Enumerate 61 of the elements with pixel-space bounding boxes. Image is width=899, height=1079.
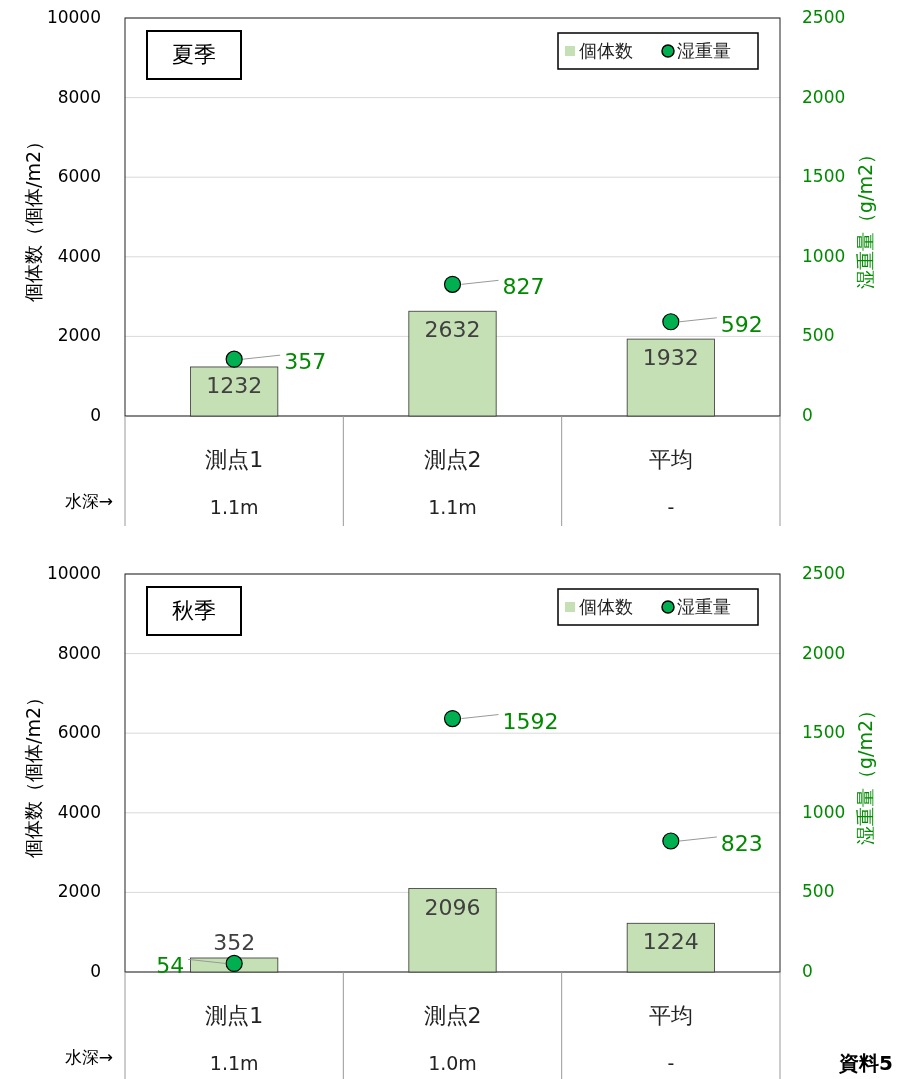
y-tick-label: 10000 [46,7,101,27]
y2-tick-label: 1500 [802,722,846,743]
text: 秋季 [172,598,216,623]
y-tick-label: 4000 [57,245,101,266]
x-tick-label: 測点2 [423,447,482,472]
y2-tick-label: 500 [802,325,835,346]
data-label: 357 [284,349,327,375]
y2-tick-label: 0 [802,405,813,425]
data-label: 823 [720,830,763,856]
data-label: 1224 [642,929,699,955]
y2-tick-label: 0 [802,961,813,981]
y-tick-label: 8000 [57,642,101,663]
y2-tick-label: 2500 [802,563,846,583]
data-label: 1232 [206,372,263,398]
x-tick-label: 測点1 [205,447,264,472]
y-axis-title: 個体数（個体/m2） [22,132,44,302]
data-label: 1592 [502,708,559,734]
data-label: 1932 [642,345,699,371]
text: 1.1m [209,495,259,518]
data-label: 352 [213,929,256,955]
y-tick-label: 2000 [57,325,101,346]
y-tick-label: 6000 [57,166,101,187]
y2-tick-label: 2000 [802,86,846,107]
data-label: 827 [502,274,545,300]
data-label: 54 [156,953,185,979]
y-tick-label: 4000 [57,801,101,822]
x-tick-label: 平均 [648,447,693,472]
legend-label: 湿重量 [677,596,731,617]
legend-label: 個体数 [579,40,633,61]
y2-tick-label: 2500 [802,7,846,27]
text: 水深→ [64,1047,113,1067]
y-tick-label: 10000 [46,563,101,583]
x-tick-label: 平均 [648,1003,693,1028]
y-tick-label: 6000 [57,722,101,743]
x-tick-label: 測点2 [423,1003,482,1028]
legend-label: 個体数 [579,596,633,617]
y-tick-label: 8000 [57,86,101,107]
text: 1.1m [209,1051,259,1074]
legend-label: 湿重量 [677,40,731,61]
y-tick-label: 2000 [57,881,101,902]
y-axis-title: 個体数（個体/m2） [22,688,44,858]
data-label: 2632 [424,317,481,343]
text: 夏季 [172,42,216,67]
text: - [667,495,675,518]
y2-tick-label: 2000 [802,642,846,663]
y-tick-label: 0 [90,405,101,425]
y2-tick-label: 500 [802,881,835,902]
y2-tick-label: 1000 [802,801,846,822]
text: 資料5 [838,1050,893,1075]
x-tick-label: 測点1 [205,1003,264,1028]
data-label: 592 [720,311,763,337]
data-label: 2096 [424,894,481,920]
text: - [667,1051,675,1074]
y2-tick-label: 1000 [802,245,846,266]
text: 1.1m [428,495,477,518]
text: 水深→ [64,491,113,511]
text: 1.0m [428,1051,477,1074]
y-tick-label: 0 [90,961,101,981]
y2-tick-label: 1500 [802,166,846,187]
y2-axis-title: 湿重量（g/m2） [854,144,876,290]
y2-axis-title: 湿重量（g/m2） [854,700,876,846]
